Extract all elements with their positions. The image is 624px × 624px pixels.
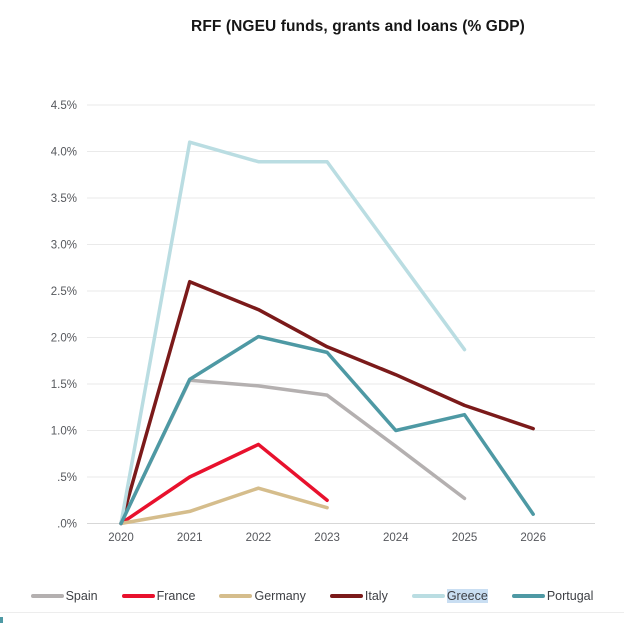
- series-line-greece: [119, 140, 467, 526]
- series-line-germany: [119, 486, 329, 526]
- x-tick-label: 2022: [246, 532, 272, 544]
- legend-swatch-germany: [219, 594, 253, 598]
- x-tick-label: 2021: [177, 532, 203, 544]
- series-line-portugal: [119, 334, 535, 526]
- chart-title: RFF (NGEU funds, grants and loans (% GDP…: [191, 18, 525, 35]
- y-tick-label: 3.0%: [51, 240, 77, 252]
- y-tick-label: 3.5%: [51, 193, 77, 205]
- legend-label: France: [156, 589, 196, 603]
- y-tick-label: 1.0%: [51, 426, 77, 438]
- series-line-france: [119, 442, 329, 526]
- legend-item-germany[interactable]: Germany: [219, 589, 306, 603]
- legend: Spain France Germany Italy Greece Portugal: [0, 589, 624, 603]
- y-tick-label: 4.5%: [51, 100, 77, 112]
- y-tick-label: .0%: [57, 519, 77, 531]
- y-tick-label: 4.0%: [51, 147, 77, 159]
- x-tick-label: 2024: [383, 532, 409, 544]
- legend-label: Germany: [254, 589, 306, 603]
- legend-item-italy[interactable]: Italy: [329, 589, 388, 603]
- series-line-spain: [119, 378, 467, 526]
- x-tick-label: 2023: [314, 532, 340, 544]
- legend-swatch-portugal: [511, 594, 545, 598]
- corner-artifact-mark: [0, 617, 3, 623]
- legend-swatch-italy: [329, 594, 363, 598]
- x-tick-label: 2020: [108, 532, 134, 544]
- legend-swatch-spain: [30, 594, 64, 598]
- x-tick-label: 2025: [452, 532, 478, 544]
- legend-label: Spain: [65, 589, 98, 603]
- legend-swatch-france: [121, 594, 155, 598]
- y-tick-label: 2.5%: [51, 286, 77, 298]
- legend-label: Greece: [446, 589, 488, 603]
- legend-label: Portugal: [546, 589, 594, 603]
- y-tick-label: 1.5%: [51, 379, 77, 391]
- series-line-italy: [119, 279, 535, 526]
- legend-item-spain[interactable]: Spain: [30, 589, 98, 603]
- y-tick-label: .5%: [57, 472, 77, 484]
- bottom-separator: [0, 612, 624, 613]
- legend-label: Italy: [364, 589, 388, 603]
- legend-item-france[interactable]: France: [121, 589, 196, 603]
- y-tick-label: 2.0%: [51, 333, 77, 345]
- legend-item-portugal[interactable]: Portugal: [511, 589, 594, 603]
- legend-item-greece[interactable]: Greece: [411, 589, 488, 603]
- x-tick-label: 2026: [520, 532, 546, 544]
- legend-swatch-greece: [411, 594, 445, 598]
